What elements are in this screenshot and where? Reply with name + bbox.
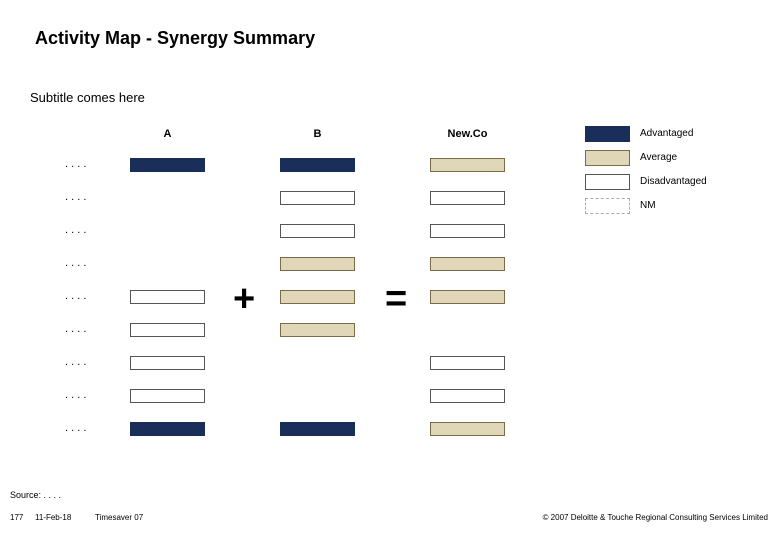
row-label: . . . .: [65, 191, 105, 203]
legend-label-advantaged: Advantaged: [640, 128, 693, 139]
grid-cell: [430, 356, 505, 370]
grid-cell: [280, 323, 355, 337]
grid-cell: [280, 290, 355, 304]
legend-label-disadvantaged: Disadvantaged: [640, 176, 707, 187]
legend-label-nm: NM: [640, 200, 656, 211]
footer-date: 11-Feb-18: [35, 513, 71, 522]
footer-timesaver: Timesaver 07: [95, 513, 143, 522]
row-label: . . . .: [65, 158, 105, 170]
row-label: . . . .: [65, 356, 105, 368]
grid-cell: [430, 191, 505, 205]
page-title: Activity Map - Synergy Summary: [35, 28, 315, 49]
footer-source: Source: . . . .: [10, 490, 61, 500]
grid-cell: [130, 158, 205, 172]
legend-swatch-nm: [585, 198, 630, 214]
column-header-a: A: [130, 128, 205, 140]
grid-cell: [130, 389, 205, 403]
column-header-b: B: [280, 128, 355, 140]
grid-cell: [280, 257, 355, 271]
legend-swatch-advantaged: [585, 126, 630, 142]
grid-cell: [130, 290, 205, 304]
footer-page-number: 177: [10, 513, 23, 522]
equals-operator: =: [385, 280, 407, 318]
plus-operator: +: [233, 280, 255, 318]
grid-cell: [130, 323, 205, 337]
grid-cell: [430, 224, 505, 238]
grid-cell: [280, 191, 355, 205]
row-label: . . . .: [65, 224, 105, 236]
legend-swatch-average: [585, 150, 630, 166]
footer-copyright: © 2007 Deloitte & Touche Regional Consul…: [543, 513, 768, 522]
row-label: . . . .: [65, 422, 105, 434]
grid-cell: [430, 290, 505, 304]
legend-swatch-disadvantaged: [585, 174, 630, 190]
row-label: . . . .: [65, 290, 105, 302]
grid-cell: [430, 257, 505, 271]
row-label: . . . .: [65, 389, 105, 401]
grid-cell: [430, 422, 505, 436]
grid-cell: [430, 158, 505, 172]
legend-label-average: Average: [640, 152, 677, 163]
grid-cell: [280, 158, 355, 172]
grid-cell: [280, 224, 355, 238]
grid-cell: [430, 389, 505, 403]
row-label: . . . .: [65, 323, 105, 335]
grid-cell: [130, 356, 205, 370]
column-header-newco: New.Co: [430, 128, 505, 140]
grid-cell: [130, 422, 205, 436]
grid-cell: [280, 422, 355, 436]
row-label: . . . .: [65, 257, 105, 269]
page-subtitle: Subtitle comes here: [30, 90, 145, 105]
slide: Activity Map - Synergy Summary Subtitle …: [0, 0, 780, 540]
